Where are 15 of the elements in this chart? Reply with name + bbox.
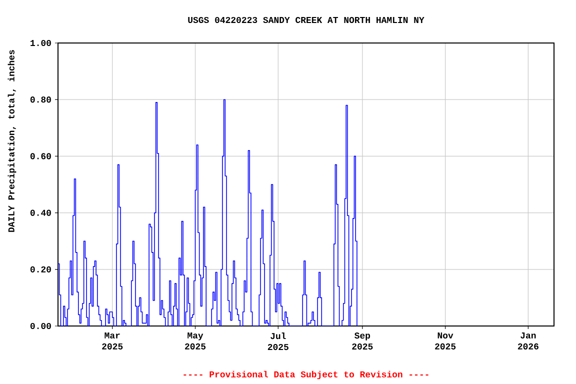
x-tick-label: May 2025 <box>185 332 206 350</box>
x-tick-label: Mar 2025 <box>102 332 123 350</box>
y-tick-label: 1.00 <box>30 40 51 46</box>
x-tick-label: Sep 2025 <box>352 332 373 350</box>
chart-title: USGS 04220223 SANDY CREEK AT NORTH HAMLIN NY <box>188 16 424 24</box>
text: ---- Provisional Data Subject to Revision ---- <box>184 370 428 380</box>
y-tick-label: 0.40 <box>30 210 51 216</box>
y-axis-title: DAILY Precipitation, total, inches <box>8 50 16 232</box>
y-tick-label: 0.00 <box>30 322 51 330</box>
x-tick-label: Nov 2025 <box>435 332 456 350</box>
x-tick-label: Jul 2025 <box>268 332 288 350</box>
y-tick-label: 0.60 <box>30 153 51 160</box>
y-tick-label: 0.80 <box>30 96 51 103</box>
x-tick-label: Jan 2026 <box>518 332 538 350</box>
y-tick-label: 0.20 <box>30 266 51 272</box>
